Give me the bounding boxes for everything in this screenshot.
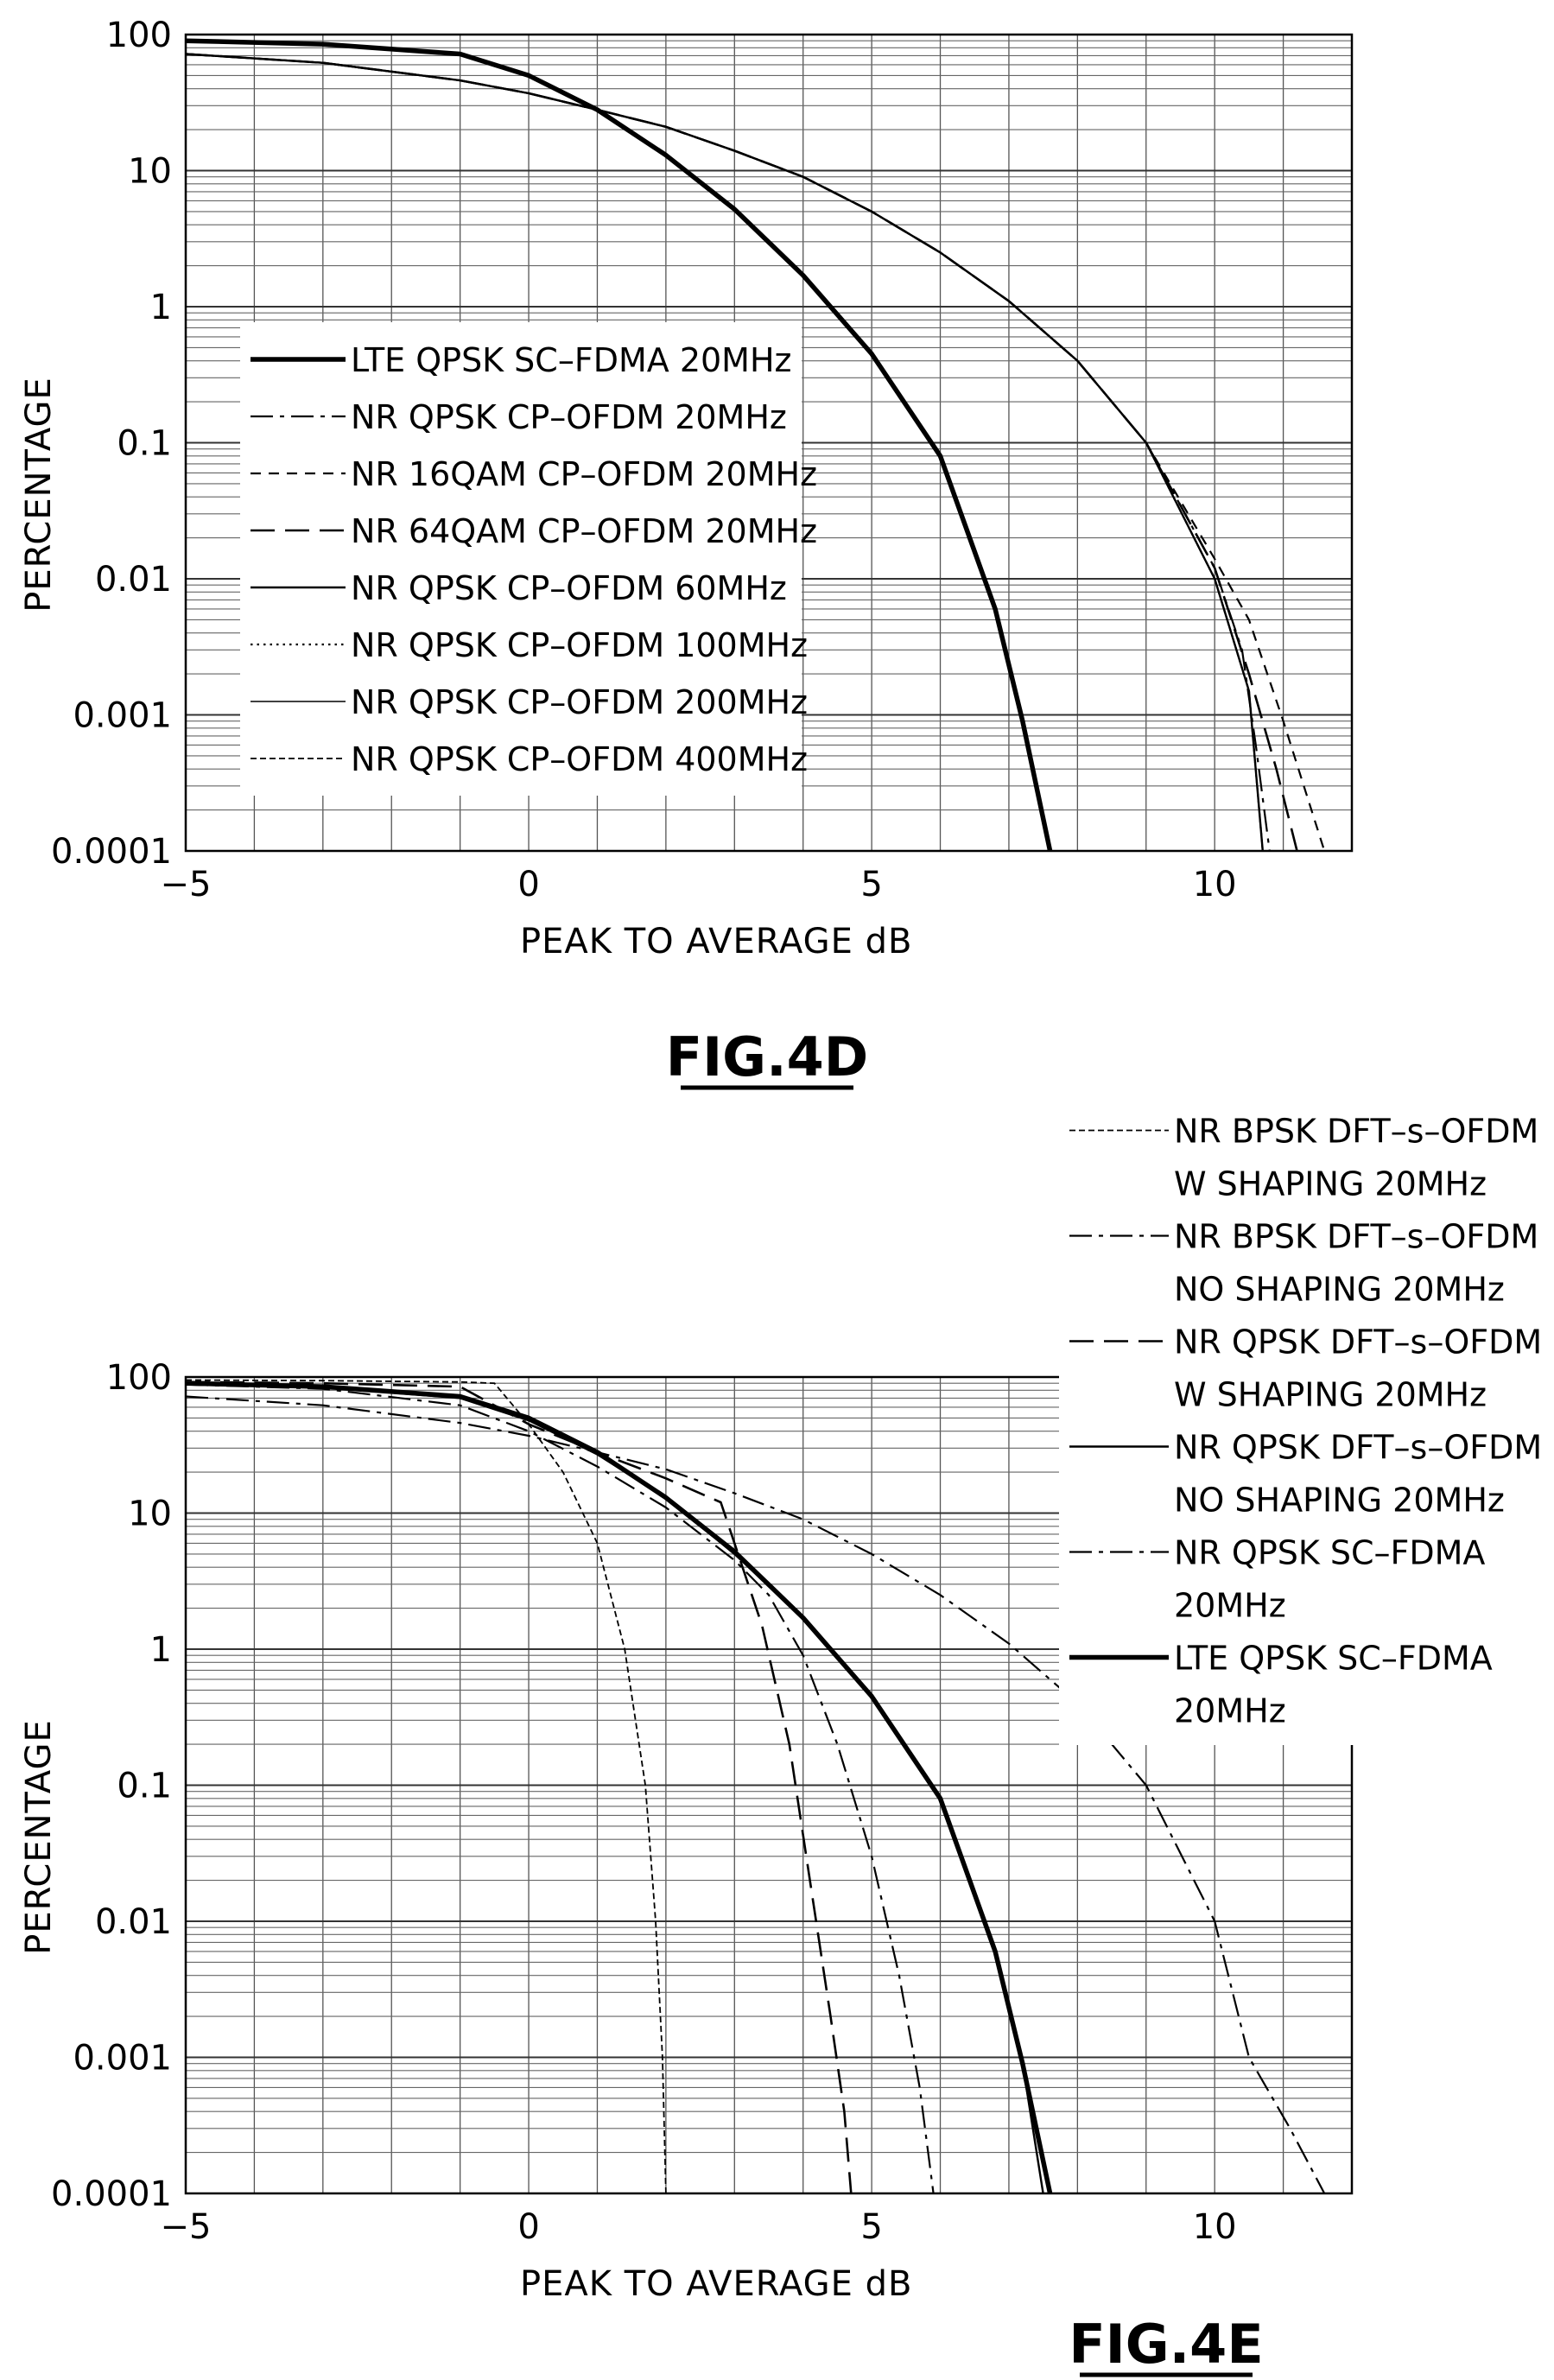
figure-label: FIG.4E — [1069, 2313, 1263, 2376]
y-tick-label: 0.001 — [73, 696, 172, 736]
chart-fig-4e: −5 0 5 10 100 10 1 0.1 0.01 0.001 0.0001 PEAK TO AV… — [19, 1095, 1542, 2377]
series-line — [186, 1395, 1326, 2193]
legend-label: LTE QPSK SC–FDMA — [1174, 1640, 1493, 1678]
legend-label: NR QPSK SC–FDMA — [1174, 1534, 1485, 1572]
x-tick-label: 10 — [1193, 2207, 1237, 2247]
legend-label: NR QPSK DFT–s–OFDM — [1174, 1429, 1542, 1467]
figure-label: FIG.4D — [666, 1025, 868, 1088]
grid — [185, 35, 1353, 852]
legend-label: W SHAPING 20MHz — [1174, 1165, 1487, 1203]
series-line — [186, 1380, 1053, 2193]
x-tick-label: 5 — [860, 2207, 882, 2247]
series-line — [186, 1380, 853, 2193]
plot-frame — [184, 33, 1354, 853]
y-tick-label: 100 — [106, 16, 172, 55]
legend-label: NR 64QAM CP–OFDM 20MHz — [351, 512, 817, 550]
series-line — [186, 1379, 667, 2193]
legend-label: NR QPSK CP–OFDM 200MHz — [351, 683, 808, 721]
y-tick-label: 0.001 — [73, 2039, 172, 2079]
y-axis-label: PERCENTAGE — [19, 377, 59, 612]
legend-label: W SHAPING 20MHz — [1174, 1376, 1487, 1414]
series-line — [186, 53, 1264, 851]
plot-frame — [184, 1375, 1354, 2195]
y-tick-label: 0.01 — [95, 560, 172, 600]
series-line — [186, 1383, 1044, 2193]
y-tick-label: 0.0001 — [51, 2174, 172, 2214]
legend-label: NR QPSK CP–OFDM 400MHz — [351, 740, 808, 778]
y-tick-label: 0.1 — [117, 424, 172, 464]
legend-background — [240, 322, 802, 796]
x-tick-label: −5 — [161, 2207, 212, 2247]
legend-label: NO SHAPING 20MHz — [1174, 1271, 1505, 1309]
legend-background — [1059, 1095, 1530, 1745]
legend-label: NR QPSK DFT–s–OFDM — [1174, 1323, 1542, 1361]
series-line — [186, 1383, 935, 2193]
legend-label: 20MHz — [1174, 1587, 1286, 1625]
chart-fig-4d: −5 0 5 10 100 10 1 0.1 0.01 0.001 0.0001 PEAK TO AV… — [19, 16, 1354, 1090]
y-axis-label: PERCENTAGE — [19, 1719, 59, 1955]
legend: LTE QPSK SC–FDMA 20MHz NR QPSK CP–OFDM 20… — [240, 322, 817, 796]
y-tick-label: 10 — [128, 1495, 172, 1534]
y-tick-label: 1 — [150, 1630, 172, 1670]
y-tick-label: 0.1 — [117, 1767, 172, 1806]
x-tick-label: 0 — [517, 865, 539, 904]
legend-label: NR BPSK DFT–s–OFDM — [1174, 1218, 1538, 1256]
y-tick-label: 1 — [150, 288, 172, 327]
y-tick-label: 100 — [106, 1358, 172, 1398]
y-tick-label: 0.01 — [95, 1902, 172, 1942]
x-tick-label: −5 — [161, 865, 212, 904]
legend: NR BPSK DFT–s–OFDM W SHAPING 20MHz NR BPSK… — [1059, 1095, 1542, 1745]
x-axis-label: PEAK TO AVERAGE dB — [520, 2264, 912, 2304]
x-tick-label: 0 — [517, 2207, 539, 2247]
legend-label: NR 16QAM CP–OFDM 20MHz — [351, 455, 817, 493]
y-tick-label: 10 — [128, 152, 172, 192]
legend-label: NO SHAPING 20MHz — [1174, 1482, 1505, 1520]
series-line — [186, 38, 1053, 851]
legend-label: NR QPSK CP–OFDM 20MHz — [351, 398, 787, 436]
legend-label: LTE QPSK SC–FDMA 20MHz — [351, 341, 791, 379]
series-group — [186, 1379, 1326, 2193]
legend-label: 20MHz — [1174, 1692, 1286, 1730]
series-group — [186, 38, 1326, 851]
x-tick-label: 5 — [860, 865, 882, 904]
x-axis-label: PEAK TO AVERAGE dB — [520, 922, 912, 962]
legend-label: NR QPSK CP–OFDM 60MHz — [351, 569, 787, 607]
legend-label: NR BPSK DFT–s–OFDM — [1174, 1113, 1538, 1151]
legend-label: NR QPSK CP–OFDM 100MHz — [351, 626, 808, 664]
x-tick-label: 10 — [1193, 865, 1237, 904]
y-tick-label: 0.0001 — [51, 832, 172, 872]
